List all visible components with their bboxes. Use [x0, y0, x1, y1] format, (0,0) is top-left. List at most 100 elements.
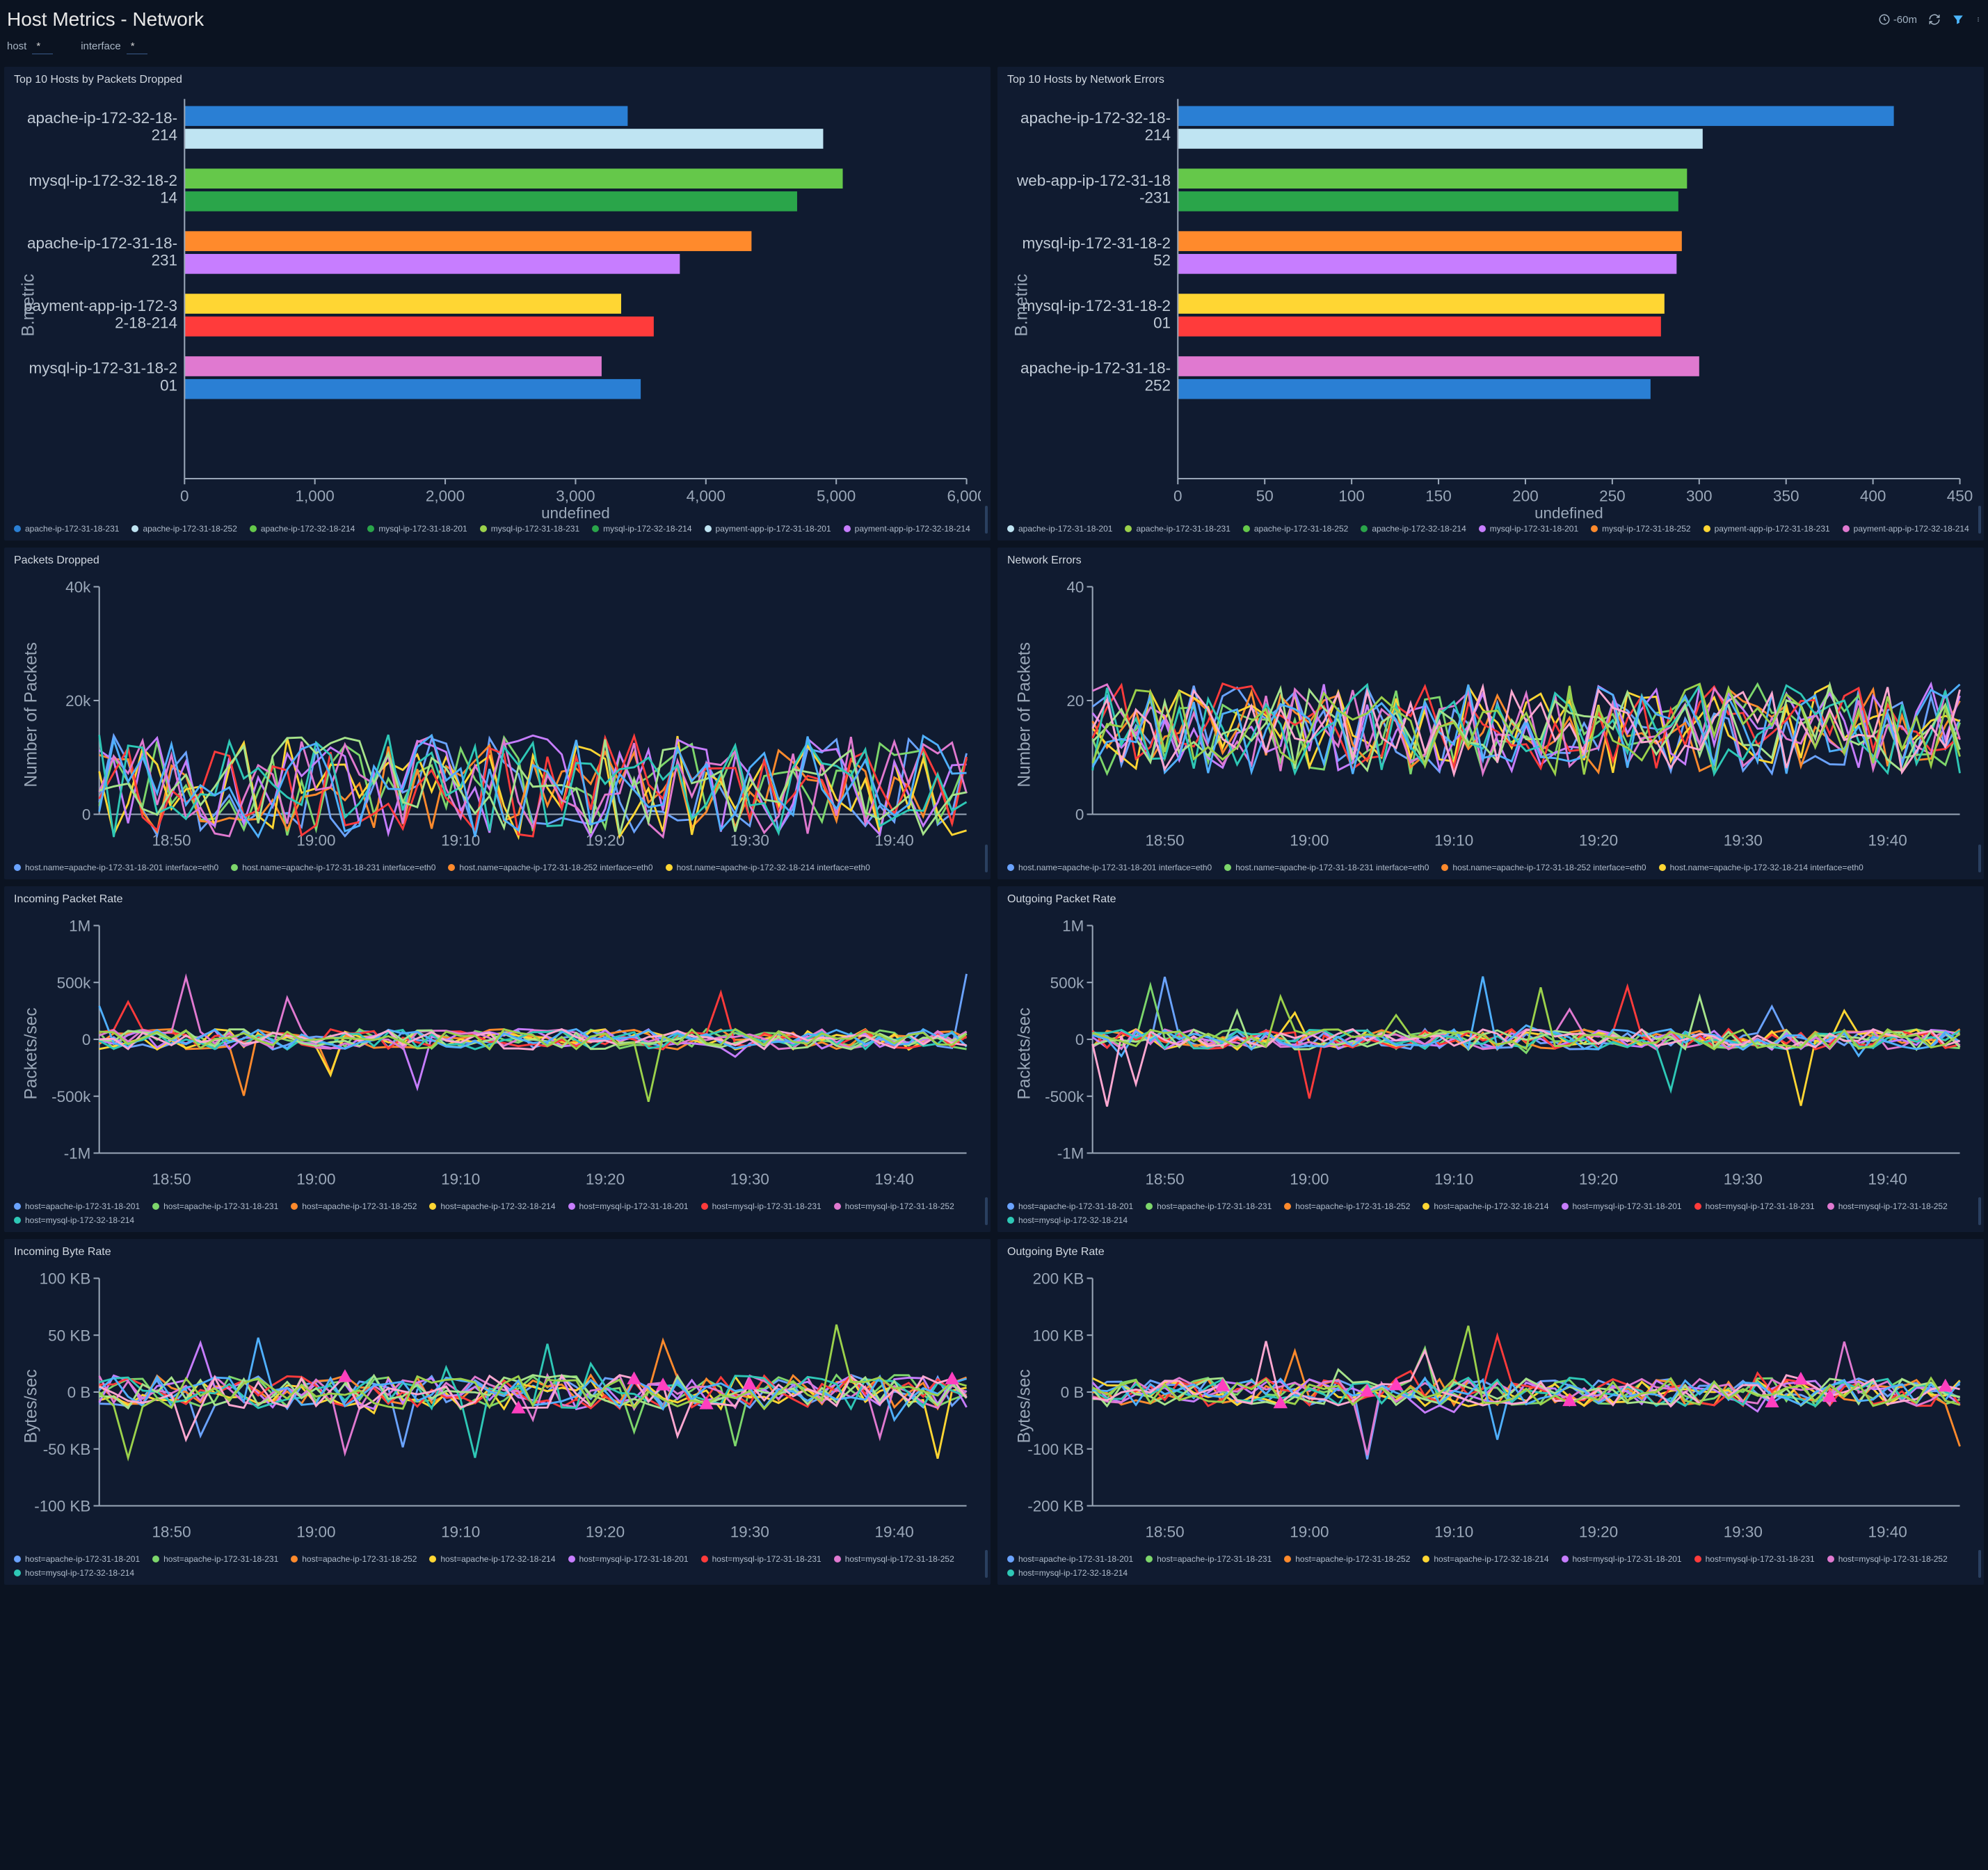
legend-item[interactable]: host=mysql-ip-172-32-18-214	[1007, 1568, 1128, 1578]
legend-item[interactable]: host=apache-ip-172-31-18-231	[1146, 1554, 1272, 1564]
legend-item[interactable]: payment-app-ip-172-32-18-214	[1843, 524, 1969, 534]
legend-item[interactable]: host=apache-ip-172-32-18-214	[429, 1554, 555, 1564]
svg-text:400: 400	[1860, 488, 1886, 505]
chart-area[interactable]: 0204018:5019:0019:1019:2019:3019:40Numbe…	[1007, 573, 1974, 857]
legend-item[interactable]: host=mysql-ip-172-31-18-252	[834, 1201, 954, 1211]
legend-item[interactable]: host=apache-ip-172-31-18-201	[1007, 1201, 1133, 1211]
legend-item[interactable]: host=apache-ip-172-32-18-214	[1422, 1554, 1548, 1564]
legend: host.name=apache-ip-172-31-18-201 interf…	[1007, 863, 1974, 872]
chart-area[interactable]: 020k40k18:5019:0019:1019:2019:3019:40Num…	[14, 573, 981, 857]
legend-item[interactable]: apache-ip-172-31-18-201	[1007, 524, 1112, 534]
legend-item[interactable]: mysql-ip-172-31-18-231	[480, 524, 579, 534]
legend-item[interactable]: apache-ip-172-31-18-231	[14, 524, 119, 534]
legend-scrollbar[interactable]	[1978, 845, 1981, 872]
svg-text:19:20: 19:20	[586, 1171, 625, 1188]
chart-area[interactable]: apache-ip-172-32-18-214web-app-ip-172-31…	[1007, 92, 1974, 518]
refresh-icon[interactable]	[1928, 13, 1941, 26]
chart-area[interactable]: -200 KB-100 KB0 B100 KB200 KB18:5019:001…	[1007, 1264, 1974, 1549]
legend-scrollbar[interactable]	[985, 506, 988, 534]
legend-item[interactable]: host=apache-ip-172-31-18-201	[14, 1554, 140, 1564]
filter-label: interface	[81, 40, 121, 52]
legend-scrollbar[interactable]	[1978, 1197, 1981, 1225]
legend-item[interactable]: host=mysql-ip-172-31-18-231	[701, 1201, 821, 1211]
legend-item[interactable]: host=mysql-ip-172-31-18-252	[834, 1554, 954, 1564]
legend-label: host=apache-ip-172-31-18-231	[1157, 1201, 1272, 1211]
legend-item[interactable]: host=mysql-ip-172-31-18-231	[701, 1554, 821, 1564]
filter-host[interactable]: host *	[7, 40, 53, 54]
legend-label: host.name=apache-ip-172-32-18-214 interf…	[677, 863, 870, 872]
legend-item[interactable]: host=mysql-ip-172-31-18-231	[1694, 1554, 1815, 1564]
legend-item[interactable]: host=apache-ip-172-31-18-231	[152, 1554, 278, 1564]
legend-item[interactable]: apache-ip-172-31-18-252	[131, 524, 237, 534]
more-icon[interactable]	[1975, 13, 1981, 26]
legend-item[interactable]: host=mysql-ip-172-31-18-252	[1827, 1554, 1948, 1564]
legend-item[interactable]: apache-ip-172-32-18-214	[1361, 524, 1466, 534]
legend-scrollbar[interactable]	[1978, 506, 1981, 534]
legend-item[interactable]: payment-app-ip-172-32-18-214	[844, 524, 970, 534]
legend-item[interactable]: mysql-ip-172-32-18-214	[592, 524, 691, 534]
legend-label: mysql-ip-172-31-18-252	[1602, 524, 1690, 534]
svg-text:14: 14	[160, 189, 177, 206]
panel-outgoing_byte_rate: Outgoing Byte Rate -200 KB-100 KB0 B100 …	[997, 1239, 1984, 1585]
legend-swatch	[14, 1556, 21, 1563]
legend-item[interactable]: host.name=apache-ip-172-31-18-252 interf…	[448, 863, 652, 872]
legend-item[interactable]: apache-ip-172-31-18-231	[1125, 524, 1230, 534]
legend-item[interactable]: host=mysql-ip-172-31-18-201	[1562, 1201, 1682, 1211]
legend-item[interactable]: host.name=apache-ip-172-32-18-214 interf…	[666, 863, 870, 872]
legend-item[interactable]: host=apache-ip-172-31-18-201	[1007, 1554, 1133, 1564]
svg-text:18:50: 18:50	[152, 1523, 191, 1540]
legend-item[interactable]: host=mysql-ip-172-31-18-201	[1562, 1554, 1682, 1564]
legend-item[interactable]: host=mysql-ip-172-31-18-201	[568, 1201, 689, 1211]
legend-item[interactable]: host.name=apache-ip-172-31-18-231 interf…	[1224, 863, 1429, 872]
legend-label: payment-app-ip-172-31-18-231	[1715, 524, 1830, 534]
legend-item[interactable]: host=mysql-ip-172-32-18-214	[14, 1215, 134, 1225]
filter-interface[interactable]: interface *	[81, 40, 147, 54]
legend-scrollbar[interactable]	[985, 1550, 988, 1578]
legend-item[interactable]: host=mysql-ip-172-31-18-231	[1694, 1201, 1815, 1211]
legend-scrollbar[interactable]	[985, 845, 988, 872]
legend-item[interactable]: payment-app-ip-172-31-18-201	[705, 524, 831, 534]
legend-swatch	[1591, 525, 1598, 532]
legend-item[interactable]: host=apache-ip-172-31-18-252	[1284, 1554, 1410, 1564]
chart-area[interactable]: apache-ip-172-32-18-214mysql-ip-172-32-1…	[14, 92, 981, 518]
time-range-picker[interactable]: -60m	[1878, 13, 1917, 26]
svg-text:apache-ip-172-32-18-: apache-ip-172-32-18-	[1020, 109, 1171, 127]
legend-swatch	[367, 525, 374, 532]
svg-text:19:40: 19:40	[1868, 1523, 1907, 1540]
legend-swatch	[448, 864, 455, 871]
legend-item[interactable]: payment-app-ip-172-31-18-231	[1704, 524, 1830, 534]
panel-network_errors: Network Errors 0204018:5019:0019:1019:20…	[997, 548, 1984, 879]
legend-item[interactable]: host=apache-ip-172-32-18-214	[1422, 1201, 1548, 1211]
legend-item[interactable]: host.name=apache-ip-172-31-18-252 interf…	[1441, 863, 1646, 872]
legend-item[interactable]: host=mysql-ip-172-32-18-214	[14, 1568, 134, 1578]
chart-area[interactable]: -100 KB-50 KB0 B50 KB100 KB18:5019:0019:…	[14, 1264, 981, 1549]
legend-item[interactable]: host.name=apache-ip-172-32-18-214 interf…	[1659, 863, 1863, 872]
legend-item[interactable]: host=apache-ip-172-31-18-201	[14, 1201, 140, 1211]
legend-item[interactable]: host=mysql-ip-172-31-18-201	[568, 1554, 689, 1564]
legend-swatch	[1284, 1203, 1291, 1210]
svg-text:100 KB: 100 KB	[40, 1270, 91, 1287]
legend-item[interactable]: host=apache-ip-172-31-18-231	[152, 1201, 278, 1211]
chart-area[interactable]: -1M-500k0500k1M18:5019:0019:1019:2019:30…	[1007, 911, 1974, 1196]
legend-item[interactable]: host=mysql-ip-172-31-18-252	[1827, 1201, 1948, 1211]
panel-packets_dropped: Packets Dropped 020k40k18:5019:0019:1019…	[4, 548, 991, 879]
legend-item[interactable]: apache-ip-172-31-18-252	[1243, 524, 1348, 534]
legend-item[interactable]: host=apache-ip-172-32-18-214	[429, 1201, 555, 1211]
chart-area[interactable]: -1M-500k0500k1M18:5019:0019:1019:2019:30…	[14, 911, 981, 1196]
legend-item[interactable]: host.name=apache-ip-172-31-18-231 interf…	[231, 863, 435, 872]
legend-item[interactable]: host.name=apache-ip-172-31-18-201 interf…	[14, 863, 218, 872]
legend-item[interactable]: host=apache-ip-172-31-18-252	[1284, 1201, 1410, 1211]
legend-scrollbar[interactable]	[985, 1197, 988, 1225]
legend-item[interactable]: apache-ip-172-32-18-214	[250, 524, 355, 534]
legend-item[interactable]: mysql-ip-172-31-18-201	[1479, 524, 1578, 534]
filter-icon[interactable]	[1952, 13, 1964, 26]
legend-item[interactable]: mysql-ip-172-31-18-252	[1591, 524, 1690, 534]
legend-item[interactable]: host=mysql-ip-172-32-18-214	[1007, 1215, 1128, 1225]
legend-item[interactable]: mysql-ip-172-31-18-201	[367, 524, 467, 534]
legend-item[interactable]: host=apache-ip-172-31-18-231	[1146, 1201, 1272, 1211]
legend-item[interactable]: host=apache-ip-172-31-18-252	[291, 1201, 417, 1211]
legend-swatch	[1007, 1203, 1014, 1210]
legend-item[interactable]: host.name=apache-ip-172-31-18-201 interf…	[1007, 863, 1212, 872]
legend-item[interactable]: host=apache-ip-172-31-18-252	[291, 1554, 417, 1564]
legend-scrollbar[interactable]	[1978, 1550, 1981, 1578]
